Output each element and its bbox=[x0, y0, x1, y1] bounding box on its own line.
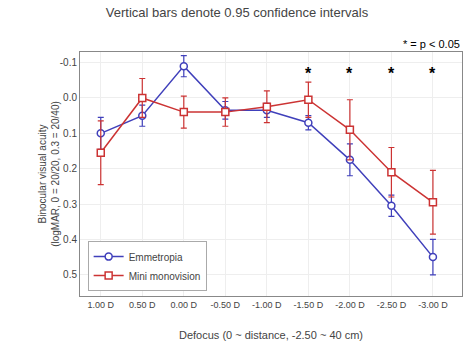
svg-text:*: * bbox=[429, 65, 436, 82]
svg-text:*: * bbox=[346, 65, 353, 82]
svg-text:0.5: 0.5 bbox=[63, 269, 77, 280]
svg-text:Vertical bars denote 0.95 conf: Vertical bars denote 0.95 confidence int… bbox=[106, 5, 369, 20]
svg-text:*: * bbox=[388, 65, 395, 82]
svg-text:Emmetropia: Emmetropia bbox=[129, 252, 183, 263]
svg-text:0.50 D: 0.50 D bbox=[129, 300, 156, 310]
svg-text:0.4: 0.4 bbox=[63, 234, 77, 245]
svg-text:0.3: 0.3 bbox=[63, 199, 77, 210]
svg-text:Defocus (0 ~ distance, -2.50 ~: Defocus (0 ~ distance, -2.50 ~ 40 cm) bbox=[179, 329, 363, 341]
svg-text:* = p < 0.05: * = p < 0.05 bbox=[403, 38, 460, 50]
svg-text:0.00 D: 0.00 D bbox=[171, 300, 198, 310]
svg-text:1.00 D: 1.00 D bbox=[87, 300, 114, 310]
svg-text:-1.00 D: -1.00 D bbox=[252, 300, 282, 310]
svg-text:0.1: 0.1 bbox=[63, 128, 77, 139]
svg-text:Binocular visual acuity(logMAR: Binocular visual acuity(logMAR, 0 = 20/2… bbox=[37, 101, 61, 247]
svg-text:-0.1: -0.1 bbox=[60, 57, 78, 68]
svg-text:-2.50 D: -2.50 D bbox=[377, 300, 407, 310]
svg-text:Mini monovision: Mini monovision bbox=[129, 271, 201, 282]
svg-text:-0.50 D: -0.50 D bbox=[211, 300, 241, 310]
svg-text:-3.00 D: -3.00 D bbox=[418, 300, 448, 310]
svg-text:0.2: 0.2 bbox=[63, 163, 77, 174]
svg-text:*: * bbox=[305, 65, 312, 82]
svg-text:-2.00 D: -2.00 D bbox=[335, 300, 365, 310]
svg-text:-1.50 D: -1.50 D bbox=[294, 300, 324, 310]
svg-text:0.0: 0.0 bbox=[63, 92, 77, 103]
